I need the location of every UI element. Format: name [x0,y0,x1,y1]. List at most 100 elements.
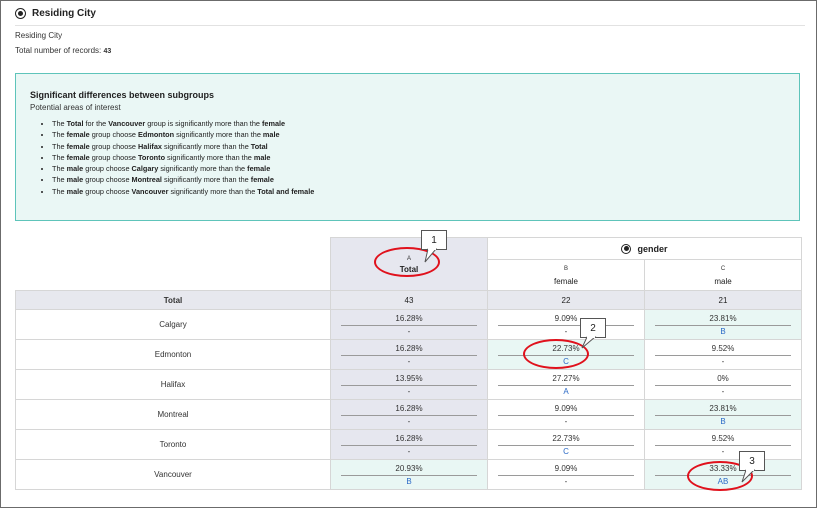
cell-percent: 9.52% [655,344,791,356]
data-cell: 9.52% - [644,339,802,370]
radio-selected-icon[interactable] [15,8,26,19]
row-label: Montreal [15,399,331,430]
radio-selected-icon[interactable] [621,243,632,254]
summary-item: The female group choose Edmonton signifi… [52,129,314,140]
significance-letter: B [720,416,726,426]
cell-percent: 0% [655,374,791,386]
total-row: Total 43 22 21 [15,290,802,310]
cell-percent: 16.28% [341,314,477,326]
table-row: Edmonton 16.28% -22.73% C 9.52% - [15,339,802,370]
significance-letter: - [721,356,725,366]
annotation-callout: 3 [739,451,765,471]
section-header: Residing City [15,8,96,19]
summary-item: The male group choose Montreal significa… [52,174,314,185]
cell-percent: 9.09% [498,314,634,326]
data-cell: 16.28% - [330,339,488,370]
significance-letter: - [564,476,568,486]
summary-item: The male group choose Vancouver signific… [52,186,314,197]
data-cell: 9.52% - [644,429,802,460]
summary-item: The female group choose Toronto signific… [52,152,314,163]
records-value: 43 [103,48,112,55]
annotation-callout: 2 [580,318,606,338]
cell-percent: 23.81% [655,404,791,416]
group-header: gender [487,237,802,260]
summary-list: The Total for the Vancouver group is sig… [30,118,314,197]
records-label: Total number of records: [15,46,102,55]
column-letter: C [720,266,726,272]
data-cell: 16.28% - [330,309,488,340]
data-cell: 20.93% B [330,459,488,490]
data-cell: 9.09% - [487,309,645,340]
data-cell: 16.28% - [330,399,488,430]
crosstab-table: A Total gender B female C male Total 43 … [15,237,802,490]
table-row: Vancouver 20.93% B 9.09% -33.33% AB [15,459,802,490]
summary-item: The male group choose Calgary significan… [52,163,314,174]
summary-item: The Total for the Vancouver group is sig… [52,118,314,129]
cell-percent: 9.52% [655,434,791,446]
significance-letter: A [563,386,569,396]
cell-percent: 20.93% [341,464,477,476]
cell-percent: 9.09% [498,464,634,476]
data-cell: 23.81% B [644,399,802,430]
row-label: Calgary [15,309,331,340]
table-row: Montreal 16.28% -9.09% -23.81% B [15,399,802,430]
total-cell: 43 [330,290,488,310]
row-label: Edmonton [15,339,331,370]
significance-letter: - [721,386,725,396]
cell-percent: 27.27% [498,374,634,386]
significance-letter: C [563,446,569,456]
summary-subtitle: Potential areas of interest [30,103,121,112]
significance-letter: - [407,356,411,366]
row-label: Toronto [15,429,331,460]
row-label: Halifax [15,369,331,400]
significance-letter: - [407,326,411,336]
significance-letter: - [407,416,411,426]
table-row: Calgary 16.28% -9.09% -23.81% B [15,309,802,340]
total-cell: 22 [487,290,645,310]
data-cell: 0% - [644,369,802,400]
row-label: Total [15,290,331,310]
column-header-male[interactable]: C male [644,259,802,291]
table-row: Halifax 13.95% -27.27% A 0% - [15,369,802,400]
significance-letter: B [406,476,412,486]
significance-summary-box: Significant differences between subgroup… [15,73,800,221]
cell-percent: 16.28% [341,434,477,446]
header-blank-cell [15,237,331,291]
column-letter: B [563,266,568,272]
significance-letter: - [564,416,568,426]
data-cell: 27.27% A [487,369,645,400]
cell-percent: 16.28% [341,404,477,416]
header-divider [15,25,805,26]
cell-percent: 23.81% [655,314,791,326]
cell-percent: 22.73% [498,434,634,446]
section-title: Residing City [32,8,96,19]
annotation-callout: 1 [421,230,447,250]
summary-item: The female group choose Halifax signific… [52,141,314,152]
summary-title: Significant differences between subgroup… [30,90,215,100]
data-cell: 23.81% B [644,309,802,340]
row-label: Vancouver [15,459,331,490]
data-cell: 9.09% - [487,459,645,490]
significance-letter: - [564,326,568,336]
column-name: female [553,277,578,286]
significance-letter: B [720,326,726,336]
data-cell: 9.09% - [487,399,645,430]
column-header-female[interactable]: B female [487,259,645,291]
significance-letter: - [721,446,725,456]
cell-percent: 9.09% [498,404,634,416]
significance-letter: - [407,446,411,456]
data-cell: 16.28% - [330,429,488,460]
group-label: gender [637,243,668,254]
records-count: Total number of records: 43 [15,46,111,55]
question-label: Residing City [15,31,63,40]
cell-percent: 16.28% [341,344,477,356]
data-cell: 13.95% - [330,369,488,400]
annotation-ellipse [374,247,440,277]
data-cell: 22.73% C [487,429,645,460]
cell-percent: 13.95% [341,374,477,386]
column-name: male [714,277,732,286]
annotation-ellipse [523,339,589,369]
table-row: Toronto 16.28% -22.73% C 9.52% - [15,429,802,460]
significance-letter: - [407,386,411,396]
total-cell: 21 [644,290,802,310]
